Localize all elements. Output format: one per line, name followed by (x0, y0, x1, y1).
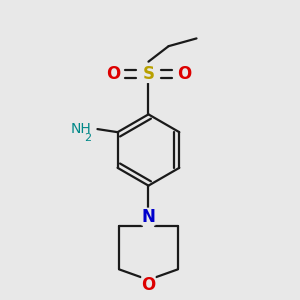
Text: N: N (142, 208, 155, 226)
Text: NH: NH (70, 122, 91, 136)
Text: O: O (141, 276, 156, 294)
Text: 2: 2 (84, 133, 91, 143)
Text: O: O (106, 65, 120, 83)
Text: S: S (142, 65, 154, 83)
Text: O: O (177, 65, 191, 83)
